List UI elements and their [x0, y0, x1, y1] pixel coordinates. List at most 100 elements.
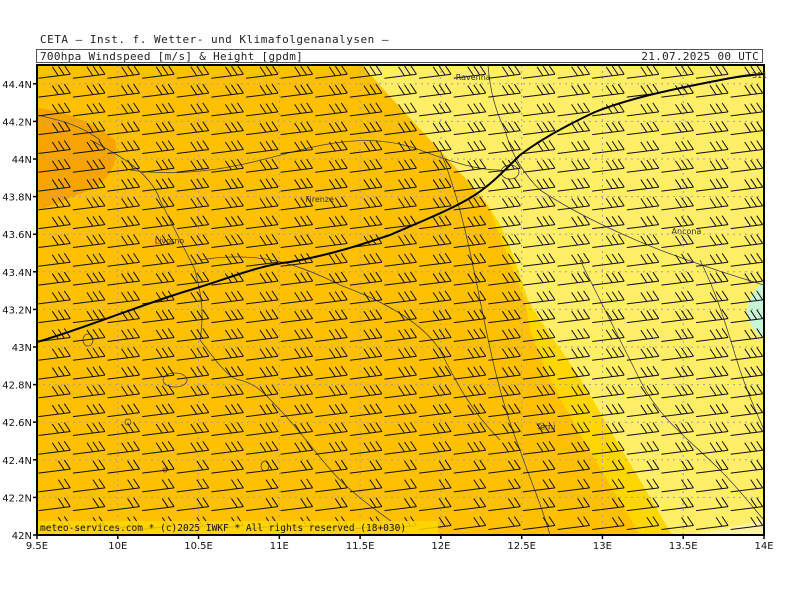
wind-barb — [349, 196, 383, 211]
wind-barb — [245, 422, 279, 436]
wind-barb — [453, 271, 487, 286]
lon-tick-label: 11.5E — [346, 541, 375, 552]
wind-barb — [696, 422, 729, 436]
wind-barb — [142, 328, 175, 342]
lon-tick-label: 10E — [108, 541, 127, 552]
wind-barb — [142, 365, 175, 380]
wind-barb — [419, 102, 452, 117]
wind-barb — [661, 121, 694, 136]
wind-barb — [280, 459, 314, 474]
wind-barb — [176, 441, 210, 455]
wind-barb — [280, 83, 314, 98]
wind-barb — [419, 234, 452, 248]
lat-tick-label: 43N — [12, 343, 32, 354]
wind-barb — [626, 347, 660, 361]
wind-barb — [211, 140, 244, 154]
wind-barb — [142, 121, 175, 136]
wind-barb — [592, 271, 625, 286]
wind-barb — [592, 234, 625, 248]
wind-barb — [349, 177, 383, 192]
wind-barb — [211, 309, 244, 324]
wind-barb — [315, 215, 348, 230]
wind-barb — [142, 271, 175, 286]
wind-barb — [142, 478, 175, 493]
map-frame — [36, 64, 765, 536]
wind-barb — [488, 497, 521, 512]
footer-credit: meteo-services.com * (c)2025 IWKF * All … — [40, 523, 406, 534]
wind-barb — [661, 65, 694, 79]
wind-barb — [280, 403, 314, 418]
wind-barb — [245, 234, 279, 248]
wind-barb — [453, 83, 487, 98]
wind-barb — [38, 83, 71, 98]
wind-barb — [522, 290, 556, 305]
wind-barb — [488, 422, 521, 436]
wind-barb — [107, 177, 140, 192]
wind-barb — [557, 215, 591, 230]
wind-barb — [245, 102, 279, 117]
wind-barb — [384, 234, 417, 248]
wind-barb — [419, 347, 452, 361]
wind-barb — [280, 497, 314, 512]
wind-barb — [419, 422, 452, 436]
wind-barb — [349, 102, 383, 117]
wind-barb — [626, 516, 660, 530]
wind-barb — [349, 159, 383, 173]
wind-barb — [730, 196, 764, 211]
wind-barb — [626, 140, 660, 154]
wind-barb — [522, 253, 556, 267]
wind-barb — [522, 403, 556, 418]
wind-barb — [72, 271, 106, 286]
wind-barb — [245, 403, 279, 418]
wind-barb — [384, 121, 417, 136]
wind-barb — [661, 441, 694, 455]
wind-barb — [626, 271, 660, 286]
wind-barb — [488, 478, 521, 493]
wind-barb — [176, 140, 210, 154]
wind-barb — [453, 290, 487, 305]
wind-barb — [488, 347, 521, 361]
wind-barb — [592, 384, 625, 399]
wind-barb — [696, 516, 729, 530]
wind-barb — [522, 196, 556, 211]
wind-barb — [245, 365, 279, 380]
wind-barb — [626, 177, 660, 192]
wind-barb — [730, 121, 764, 136]
wind-barb — [592, 159, 625, 173]
wind-barb — [696, 253, 729, 267]
wind-barb — [488, 196, 521, 211]
wind-barb — [453, 102, 487, 117]
wind-barb — [730, 309, 764, 324]
wind-barb — [349, 309, 383, 324]
wind-barb — [453, 234, 487, 248]
wind-barb — [522, 365, 556, 380]
lat-tick-label: 42.2N — [2, 493, 32, 504]
map-area — [37, 65, 764, 535]
wind-barb — [38, 271, 71, 286]
wind-barb — [72, 196, 106, 211]
wind-barb — [315, 309, 348, 324]
wind-barb — [245, 121, 279, 136]
wind-barb — [661, 196, 694, 211]
wind-barb — [453, 253, 487, 267]
lon-tick-label: 11E — [270, 541, 289, 552]
wind-barb — [280, 159, 314, 173]
wind-barb — [419, 478, 452, 493]
wind-barb — [592, 83, 625, 98]
wind-barb — [245, 290, 279, 305]
wind-barb — [453, 159, 487, 173]
wind-barb — [384, 384, 417, 399]
wind-barb — [38, 441, 71, 455]
wind-barb — [419, 159, 452, 173]
wind-barb — [72, 253, 106, 267]
wind-barb — [72, 422, 106, 436]
wind-barb — [384, 422, 417, 436]
wind-barb — [557, 83, 591, 98]
wind-barb — [730, 459, 764, 474]
wind-barb — [280, 309, 314, 324]
wind-barb — [245, 140, 279, 154]
wind-barb — [626, 83, 660, 98]
wind-barb — [522, 459, 556, 474]
wind-barb — [384, 403, 417, 418]
wind-barb — [349, 271, 383, 286]
